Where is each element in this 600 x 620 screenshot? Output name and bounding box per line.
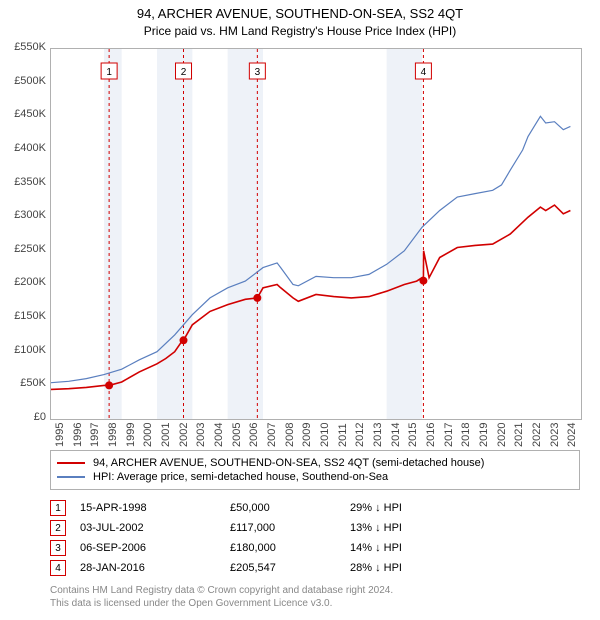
x-tick-label: 2009	[301, 423, 313, 447]
legend-item: HPI: Average price, semi-detached house,…	[57, 471, 573, 483]
row-date: 15-APR-1998	[80, 502, 230, 514]
license-line-2: This data is licensed under the Open Gov…	[50, 597, 580, 610]
row-price: £205,547	[230, 562, 350, 574]
legend-item: 94, ARCHER AVENUE, SOUTHEND-ON-SEA, SS2 …	[57, 457, 573, 469]
license-text: Contains HM Land Registry data © Crown c…	[50, 584, 580, 610]
row-delta: 29% ↓ HPI	[350, 502, 470, 514]
row-price: £180,000	[230, 542, 350, 554]
x-tick-label: 1999	[125, 423, 137, 447]
x-tick-label: 2017	[443, 423, 455, 447]
y-tick-label: £50K	[0, 377, 46, 389]
x-tick-label: 2005	[231, 423, 243, 447]
x-tick-label: 2018	[460, 423, 472, 447]
row-marker: 3	[50, 540, 66, 556]
x-tick-label: 2022	[531, 423, 543, 447]
svg-text:4: 4	[421, 67, 427, 78]
x-tick-label: 1996	[72, 423, 84, 447]
row-price: £50,000	[230, 502, 350, 514]
chart-legend: 94, ARCHER AVENUE, SOUTHEND-ON-SEA, SS2 …	[50, 450, 580, 490]
y-tick-label: £350K	[0, 176, 46, 188]
x-tick-label: 2014	[390, 423, 402, 447]
x-tick-label: 2006	[248, 423, 260, 447]
row-date: 06-SEP-2006	[80, 542, 230, 554]
x-tick-label: 2008	[284, 423, 296, 447]
row-marker: 4	[50, 560, 66, 576]
row-delta: 14% ↓ HPI	[350, 542, 470, 554]
y-tick-label: £250K	[0, 243, 46, 255]
x-tick-label: 2002	[178, 423, 190, 447]
x-tick-label: 2020	[496, 423, 508, 447]
row-delta: 28% ↓ HPI	[350, 562, 470, 574]
x-tick-label: 2000	[142, 423, 154, 447]
sales-table: 1 15-APR-1998£50,00029% ↓ HPI 2 03-JUL-2002…	[50, 498, 580, 578]
x-tick-label: 1997	[89, 423, 101, 447]
y-tick-label: £200K	[0, 276, 46, 288]
x-tick-label: 2001	[160, 423, 172, 447]
legend-label: HPI: Average price, semi-detached house,…	[93, 471, 388, 483]
row-date: 28-JAN-2016	[80, 562, 230, 574]
y-tick-label: £150K	[0, 310, 46, 322]
x-tick-label: 2015	[407, 423, 419, 447]
svg-text:1: 1	[106, 67, 112, 78]
y-tick-label: £300K	[0, 209, 46, 221]
x-tick-label: 2007	[266, 423, 278, 447]
svg-text:3: 3	[255, 67, 261, 78]
x-tick-label: 2012	[354, 423, 366, 447]
row-delta: 13% ↓ HPI	[350, 522, 470, 534]
chart-svg: 1 2 3 4	[51, 49, 581, 419]
x-tick-label: 2013	[372, 423, 384, 447]
legend-label: 94, ARCHER AVENUE, SOUTHEND-ON-SEA, SS2 …	[93, 457, 484, 469]
table-row: 2 03-JUL-2002£117,00013% ↓ HPI	[50, 518, 580, 538]
page-subtitle: Price paid vs. HM Land Registry's House …	[0, 24, 600, 38]
y-tick-label: £550K	[0, 41, 46, 53]
x-tick-label: 2019	[478, 423, 490, 447]
y-tick-label: £450K	[0, 108, 46, 120]
x-tick-label: 2010	[319, 423, 331, 447]
page-title: 94, ARCHER AVENUE, SOUTHEND-ON-SEA, SS2 …	[0, 6, 600, 21]
x-tick-label: 2023	[549, 423, 561, 447]
row-date: 03-JUL-2002	[80, 522, 230, 534]
table-row: 4 28-JAN-2016£205,54728% ↓ HPI	[50, 558, 580, 578]
x-tick-label: 1995	[54, 423, 66, 447]
table-row: 3 06-SEP-2006£180,00014% ↓ HPI	[50, 538, 580, 558]
license-line-1: Contains HM Land Registry data © Crown c…	[50, 584, 580, 597]
x-tick-label: 2021	[513, 423, 525, 447]
x-tick-label: 2016	[425, 423, 437, 447]
row-marker: 2	[50, 520, 66, 536]
x-tick-label: 2003	[195, 423, 207, 447]
row-marker: 1	[50, 500, 66, 516]
y-tick-label: £100K	[0, 344, 46, 356]
legend-swatch	[57, 476, 85, 478]
svg-text:2: 2	[181, 67, 187, 78]
y-tick-label: £400K	[0, 142, 46, 154]
table-row: 1 15-APR-1998£50,00029% ↓ HPI	[50, 498, 580, 518]
x-tick-label: 2011	[337, 423, 349, 447]
price-chart: 1 2 3 4	[50, 48, 582, 420]
y-tick-label: £500K	[0, 75, 46, 87]
legend-swatch	[57, 462, 85, 464]
x-tick-label: 1998	[107, 423, 119, 447]
row-price: £117,000	[230, 522, 350, 534]
y-tick-label: £0	[0, 411, 46, 423]
x-tick-label: 2024	[566, 423, 578, 447]
x-tick-label: 2004	[213, 423, 225, 447]
